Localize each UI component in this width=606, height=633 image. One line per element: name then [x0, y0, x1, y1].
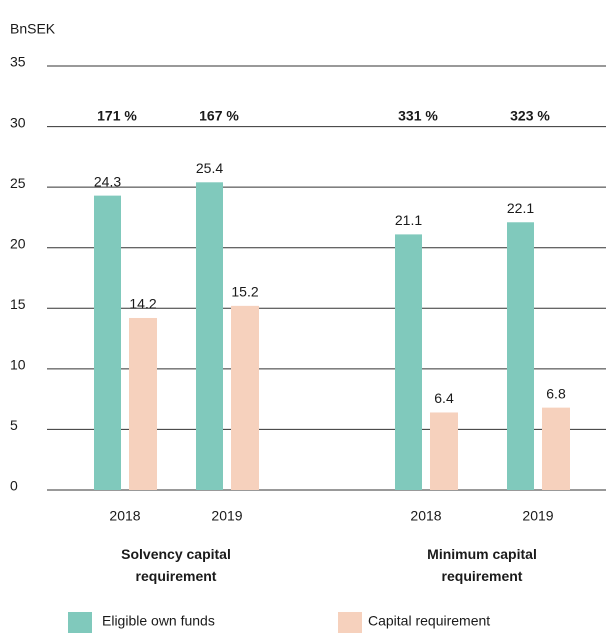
value-label: 6.4	[434, 390, 454, 406]
legend-swatch	[68, 612, 92, 633]
legend-label: Capital requirement	[368, 613, 490, 629]
y-tick-label: 35	[10, 54, 26, 70]
value-label: 21.1	[395, 212, 422, 228]
y-tick-label: 20	[10, 235, 26, 251]
y-tick-label: 25	[10, 175, 26, 191]
y-tick-label: 10	[10, 357, 26, 373]
value-label: 15.2	[231, 284, 258, 300]
x-tick-label: 2018	[410, 508, 441, 524]
x-tick-label: 2018	[109, 508, 140, 524]
bar	[542, 407, 570, 490]
bar	[94, 195, 121, 490]
bar	[430, 412, 458, 490]
value-label: 25.4	[196, 160, 223, 176]
bar	[507, 222, 534, 490]
x-tick-label: 2019	[211, 508, 242, 524]
ratio-annotation: 331 %	[398, 108, 438, 124]
ratio-annotation: 167 %	[199, 108, 239, 124]
ratio-annotation: 171 %	[97, 108, 137, 124]
bar	[231, 305, 259, 490]
y-tick-label: 15	[10, 296, 26, 312]
legend-label: Eligible own funds	[102, 613, 215, 629]
bar	[129, 317, 157, 490]
y-tick-label: 30	[10, 114, 26, 130]
y-tick-label: 0	[10, 478, 18, 494]
bar	[395, 234, 422, 490]
legend-swatch	[338, 612, 362, 633]
value-label: 6.8	[546, 385, 566, 401]
value-label: 14.2	[129, 296, 156, 312]
value-label: 22.1	[507, 200, 534, 216]
group-label: Solvency capital requirement	[121, 546, 231, 584]
value-label: 24.3	[94, 173, 121, 189]
bar	[196, 182, 223, 490]
y-axis-label: BnSEK	[10, 21, 56, 37]
ratio-annotation: 323 %	[510, 108, 550, 124]
y-tick-label: 5	[10, 417, 18, 433]
group-label: Minimum capital requirement	[427, 546, 537, 584]
x-tick-label: 2019	[522, 508, 553, 524]
